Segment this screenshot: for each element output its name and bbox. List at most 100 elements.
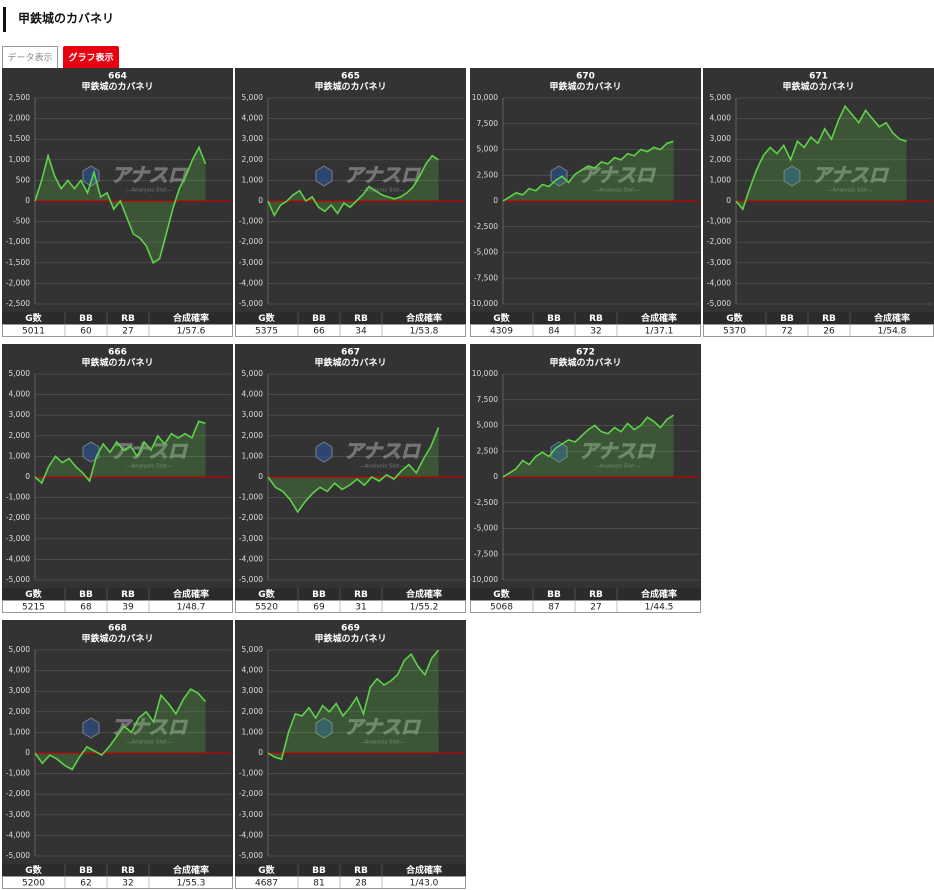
y-tick-label: 2,000: [710, 155, 732, 164]
y-tick-label: -2,500: [6, 299, 30, 308]
y-tick-label: 0: [493, 196, 498, 205]
table-header: BB: [547, 590, 561, 600]
table-header-bg: [703, 312, 934, 324]
y-tick-label: 4,000: [242, 390, 264, 399]
table-row-bg: [235, 876, 466, 889]
y-tick-label: -1,000: [6, 769, 30, 778]
y-tick-label: -5,000: [6, 575, 30, 584]
y-tick-label: 10,000: [472, 93, 498, 102]
y-tick-label: -1,500: [6, 258, 30, 267]
watermark-logo: [82, 165, 100, 187]
watermark-tagline: —Analysis Slot—: [126, 740, 172, 746]
y-tick-label: 1,000: [710, 175, 732, 184]
table-cell: 5375: [255, 327, 278, 337]
y-tick-label: 7,500: [477, 395, 499, 404]
chart-title: 672: [576, 348, 595, 358]
y-tick-label: -5,000: [239, 299, 263, 308]
table-cell: 32: [122, 879, 133, 889]
y-tick-label: 3,000: [9, 410, 31, 419]
table-cell: 66: [313, 327, 325, 337]
chart-panel: [235, 68, 466, 312]
table-header: RB: [354, 866, 368, 876]
chart-title: 671: [809, 72, 828, 82]
y-tick-label: -500: [13, 217, 30, 226]
y-tick-label: 0: [493, 472, 498, 481]
profit-line: [267, 154, 439, 218]
y-tick-label: -2,000: [6, 789, 30, 798]
table-header: 合成確率: [173, 588, 209, 600]
y-tick-label: -5,000: [474, 524, 498, 533]
y-tick-label: -3,000: [239, 810, 263, 819]
table-cell: 27: [590, 603, 601, 613]
table-header-bg: [470, 312, 701, 324]
y-tick-label: 3,000: [242, 410, 264, 419]
watermark-logo: [82, 717, 100, 739]
watermark-tagline: —Analysis Slot—: [359, 188, 405, 194]
y-tick-label: 1,000: [242, 451, 264, 460]
chart-panel: [235, 344, 466, 588]
table-header: 合成確率: [173, 864, 209, 876]
table-cell: 28: [355, 879, 367, 889]
table-header: BB: [312, 866, 326, 876]
table-header: 合成確率: [406, 312, 442, 324]
table-header-bg: [2, 312, 233, 324]
table-row-bg: [235, 600, 466, 613]
table-cell: 5068: [490, 603, 513, 613]
y-tick-label: -2,000: [707, 237, 731, 246]
profit-line: [267, 649, 440, 761]
y-tick-label: -1,000: [239, 493, 263, 502]
y-tick-label: 1,000: [242, 727, 264, 736]
table-cell: 1/37.1: [645, 327, 674, 337]
table-cell: 84: [548, 327, 560, 337]
y-tick-label: 5,000: [242, 645, 264, 654]
y-tick-label: 5,000: [9, 369, 31, 378]
watermark: アナスロ: [111, 717, 189, 739]
table-header-bg: [235, 312, 466, 324]
table-header: 合成確率: [874, 312, 910, 324]
table-header: RB: [121, 866, 135, 876]
watermark-tagline: —Analysis Slot—: [594, 188, 640, 194]
table-cell: 72: [781, 327, 792, 337]
table-row-bg: [2, 324, 233, 337]
tab-graph[interactable]: [63, 46, 119, 69]
chart-subtitle: 甲鉄城のカバネリ: [314, 633, 386, 645]
table-cell: 31: [355, 603, 366, 613]
watermark-logo: [783, 165, 801, 187]
table-header: RB: [589, 314, 603, 324]
y-tick-label: 0: [726, 196, 731, 205]
y-tick-label: -5,000: [239, 575, 263, 584]
table-header: BB: [79, 590, 93, 600]
table-header-bg: [2, 588, 233, 600]
table-row-bg: [470, 600, 701, 613]
table-cell: 81: [313, 879, 324, 889]
y-tick-label: 5,000: [710, 93, 732, 102]
watermark: アナスロ: [812, 165, 890, 187]
chart-panel: [470, 68, 701, 312]
table-cell: 62: [80, 879, 91, 889]
y-tick-label: -7,500: [474, 273, 498, 282]
watermark: アナスロ: [111, 165, 189, 187]
y-tick-label: 1,500: [9, 134, 31, 143]
y-tick-label: 4,000: [242, 114, 264, 123]
table-header: BB: [780, 314, 794, 324]
watermark-tagline: —Analysis Slot—: [827, 188, 873, 194]
y-tick-label: 5,000: [477, 145, 499, 154]
tab-graph-label[interactable]: グラフ表示: [68, 52, 113, 64]
y-tick-label: 2,500: [9, 93, 31, 102]
y-tick-label: -3,000: [239, 534, 263, 543]
chart-title: 664: [108, 72, 127, 82]
chart-subtitle: 甲鉄城のカバネリ: [782, 81, 854, 93]
table-cell: 1/55.3: [177, 879, 206, 889]
table-row-bg: [470, 324, 701, 337]
table-header: BB: [79, 866, 93, 876]
table-header: G数: [25, 588, 42, 600]
tab-data-label[interactable]: データ表示: [7, 52, 52, 64]
table-header: 合成確率: [406, 864, 442, 876]
y-tick-label: 3,000: [242, 686, 264, 695]
chart-panel: [2, 68, 233, 312]
y-tick-label: 10,000: [472, 369, 498, 378]
y-tick-label: -3,000: [239, 258, 263, 267]
table-cell: 87: [548, 603, 559, 613]
y-tick-label: -3,000: [6, 810, 30, 819]
